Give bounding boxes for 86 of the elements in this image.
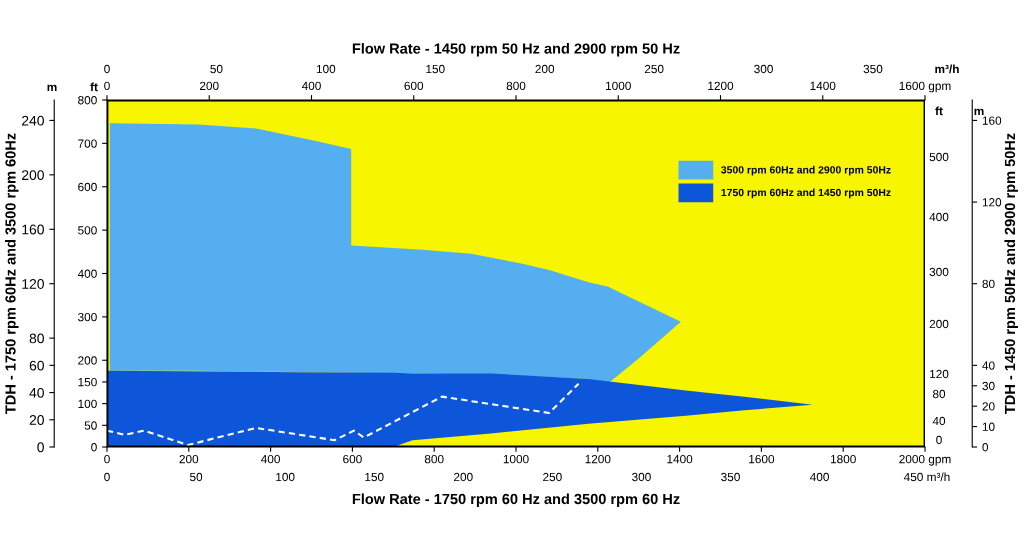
x2-axis-title: Flow Rate - 1450 rpm 50 Hz and 2900 rpm 50 Hz xyxy=(352,43,680,57)
y2-tick-label: 800 xyxy=(78,96,97,105)
y3-tick-label: 30 xyxy=(982,381,995,391)
x-tick-label: 800 xyxy=(424,454,444,464)
y3-tick-label: 20 xyxy=(982,402,995,411)
x2-tick-label: 1000 xyxy=(606,81,631,91)
text: 100 xyxy=(316,64,336,74)
y3-axis-title: TDH - 1450 rpm 50Hz and 2900 rpm 50Hz xyxy=(1004,133,1019,414)
text: 250 xyxy=(543,472,562,482)
text: 200 xyxy=(454,472,473,482)
y2-tick-label: 0 xyxy=(91,443,97,452)
y-tick-label: 160 xyxy=(22,224,44,235)
y2-tick-label: 700 xyxy=(78,139,97,148)
text: 150 xyxy=(365,472,384,482)
legend-label: 3500 rpm 60Hz and 2900 rpm 50Hz xyxy=(721,165,891,176)
y3-tick-label: 80 xyxy=(982,279,995,289)
x-axis-title: Flow Rate - 1750 rpm 60 Hz and 3500 rpm 60 Hz xyxy=(352,493,680,508)
y2-tick-label: 50 xyxy=(84,421,97,430)
text: 0 xyxy=(104,472,110,482)
y2-tick-label: 200 xyxy=(78,356,97,365)
text: m³/h xyxy=(935,64,959,74)
y3-tick-label: 40 xyxy=(982,361,995,370)
text: 0 xyxy=(104,64,110,74)
text: 300 xyxy=(632,472,651,482)
x-tick-label: 600 xyxy=(343,454,362,464)
text: 300 xyxy=(754,64,773,74)
legend-label: 1750 rpm 60Hz and 1450 rpm 50Hz xyxy=(721,188,891,199)
y3-tick-label: 0 xyxy=(982,443,989,452)
x2-tick-label: 400 xyxy=(301,81,321,91)
y2-tick-label: 100 xyxy=(78,399,97,409)
y-tick-label: 80 xyxy=(29,333,44,344)
y2-tick-label: 150 xyxy=(78,377,97,387)
x-tick-label: 1400 xyxy=(667,454,693,464)
text: 500 xyxy=(929,152,949,162)
x2-tick-label: 800 xyxy=(506,81,526,91)
y3-tick-label: 160 xyxy=(982,116,1002,125)
x-tick-label: 400 xyxy=(261,454,280,464)
y3-tick-label: 120 xyxy=(982,198,1002,207)
text: 120 xyxy=(930,369,949,379)
y-tick-label: 120 xyxy=(22,279,44,289)
text: 250 xyxy=(644,64,664,74)
text: 400 xyxy=(810,472,829,482)
x-tick-label: 1000 xyxy=(503,454,529,464)
text: 200 xyxy=(535,64,555,74)
x2-tick-label: 1200 xyxy=(708,81,734,91)
y-tick-label: 20 xyxy=(29,415,44,425)
text: 400 xyxy=(929,212,949,222)
text: 50 xyxy=(189,472,203,482)
x2-tick-label: 200 xyxy=(200,81,219,91)
text: 80 xyxy=(932,389,946,399)
text: 0 xyxy=(936,435,942,445)
y-tick-label: 60 xyxy=(29,360,44,371)
text: 350 xyxy=(863,64,883,74)
text: m xyxy=(47,84,57,92)
y3-tick-label: 10 xyxy=(982,422,995,431)
y-axis-title: TDH - 1750 rpm 60Hz and 3500 rpm 60Hz xyxy=(4,133,19,414)
x2-tick-label: 1400 xyxy=(810,81,836,91)
y2-tick-label: 300 xyxy=(78,312,97,322)
text: 50 xyxy=(210,64,223,74)
y2-tick-label: 400 xyxy=(77,269,97,278)
x2-tick-label: 0 xyxy=(104,81,110,91)
x-tick-label: 0 xyxy=(104,454,110,464)
text: 150 xyxy=(426,64,445,74)
x-tick-label: 1200 xyxy=(585,454,611,464)
text: ft xyxy=(935,106,943,116)
text: 200 xyxy=(929,319,949,329)
text: 300 xyxy=(929,267,949,277)
y-tick-label: 200 xyxy=(22,170,44,181)
x2-tick-label: 600 xyxy=(404,81,424,91)
text: 350 xyxy=(721,472,740,482)
x2-tick-label: 1600 gpm xyxy=(899,81,951,93)
y-tick-label: 40 xyxy=(29,387,44,398)
x-tick-label: 1800 xyxy=(830,454,856,464)
y2-tick-label: 500 xyxy=(78,226,97,235)
x-tick-label: 200 xyxy=(179,454,199,464)
x-tick-label: 1600 xyxy=(749,454,775,464)
line-series xyxy=(107,382,580,446)
y2-tick-label: 600 xyxy=(78,182,97,192)
x-tick-label: 2000 gpm xyxy=(899,454,951,466)
text: 450 m³/h xyxy=(903,472,950,482)
text: 40 xyxy=(932,416,946,426)
text: ft xyxy=(90,82,98,92)
y-tick-label: 240 xyxy=(22,115,44,126)
y-tick-label: 0 xyxy=(37,442,44,453)
text: m xyxy=(974,108,984,116)
text: 100 xyxy=(276,472,295,482)
